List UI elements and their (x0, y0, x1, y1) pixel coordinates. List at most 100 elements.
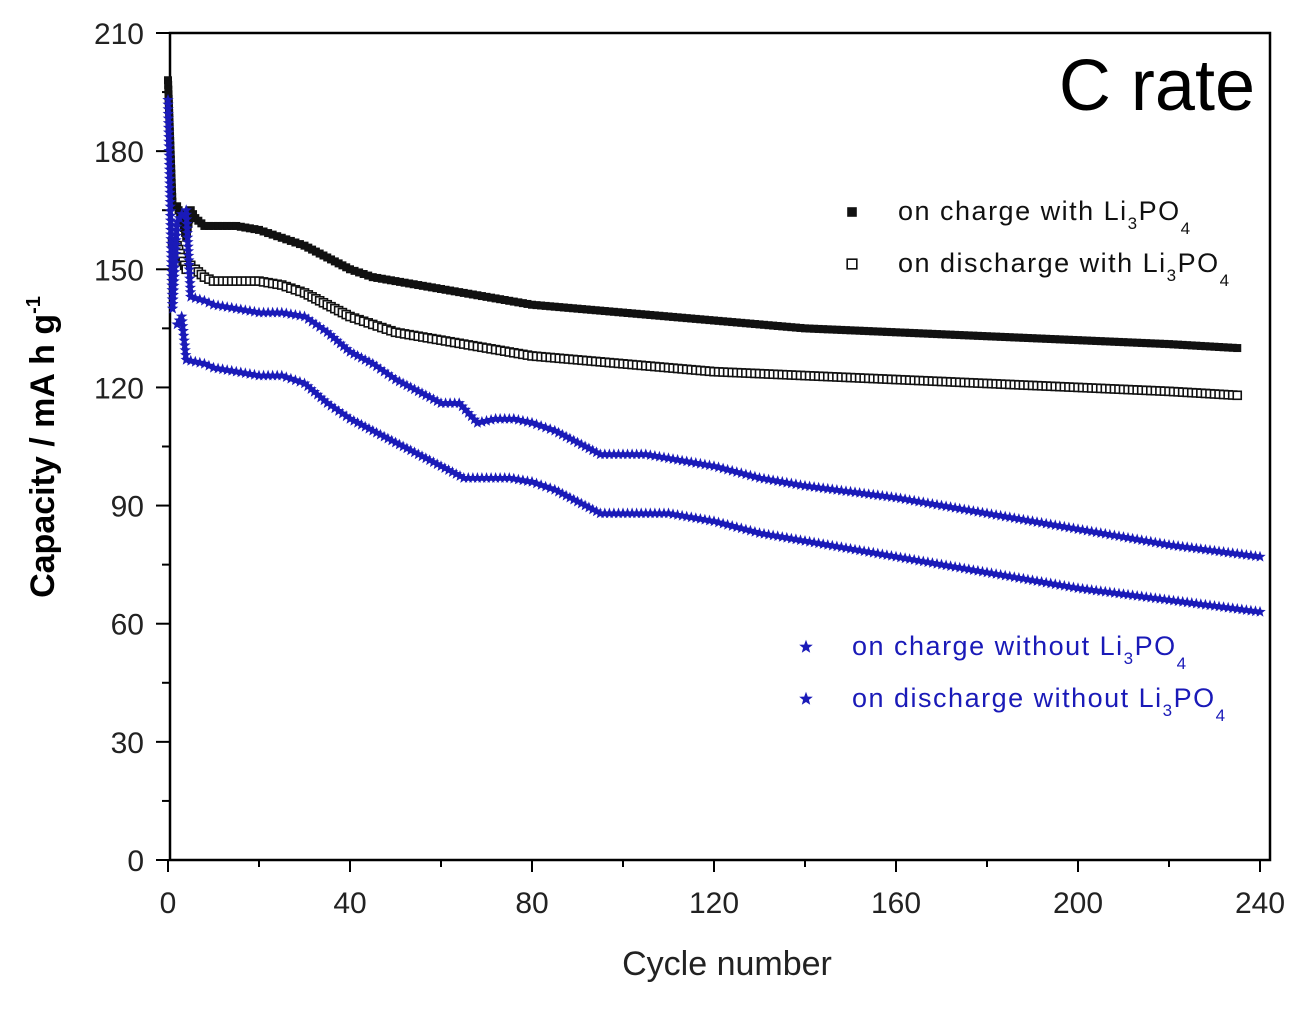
data-point (170, 243, 182, 255)
data-point (571, 495, 584, 507)
data-point (397, 440, 409, 452)
data-point (355, 351, 368, 363)
data-point (427, 393, 440, 405)
data-point (659, 312, 668, 321)
data-point (658, 507, 670, 519)
data-point (459, 288, 468, 297)
legend-label: on charge without Li3PO4 (852, 631, 1188, 673)
data-point (832, 325, 841, 334)
data-point (664, 312, 673, 321)
data-point (691, 314, 700, 323)
data-point (860, 326, 869, 335)
data-point (583, 442, 595, 454)
data-point (496, 295, 505, 304)
data-point (514, 298, 523, 307)
data-point (609, 307, 618, 316)
data-point (308, 385, 320, 397)
data-point (612, 448, 625, 460)
data-point (494, 412, 506, 424)
data-point (344, 346, 356, 357)
data-point (396, 277, 405, 286)
data-point (1060, 335, 1069, 344)
data-point (755, 320, 764, 329)
data-point (459, 403, 471, 415)
data-point (723, 317, 732, 326)
data-point (465, 410, 477, 422)
data-point (363, 422, 375, 434)
data-point (368, 273, 377, 282)
data-point (1119, 338, 1128, 347)
data-point (630, 448, 643, 460)
data-point (439, 462, 451, 473)
data-point (559, 303, 568, 312)
data-point (587, 444, 599, 456)
data-point (791, 323, 800, 332)
data-point (253, 369, 265, 381)
legend-marker (846, 258, 858, 270)
data-point (168, 266, 181, 277)
legend-label: on charge with Li3PO4 (898, 196, 1192, 238)
data-point (291, 238, 300, 247)
data-point (414, 281, 423, 290)
data-point (325, 399, 337, 411)
data-point (446, 286, 455, 295)
data-point (969, 331, 978, 340)
data-point (439, 397, 452, 408)
data-point (1205, 342, 1214, 351)
data-point (355, 418, 368, 430)
data-point (626, 507, 638, 519)
series-3 (162, 93, 1266, 562)
data-point (441, 285, 450, 294)
data-point (1187, 341, 1196, 350)
data-point (787, 323, 796, 332)
data-point (350, 266, 359, 275)
x-tick-label: 240 (1235, 887, 1285, 920)
data-point (646, 310, 655, 319)
data-point (423, 282, 432, 291)
data-point (578, 305, 587, 314)
data-point (167, 284, 180, 296)
data-point (448, 397, 461, 408)
data-point (177, 320, 189, 331)
data-point (389, 436, 402, 448)
data-point (218, 221, 227, 230)
data-point (942, 330, 951, 339)
data-point (773, 321, 782, 330)
data-point (412, 448, 424, 460)
data-point (1064, 335, 1073, 344)
data-point (386, 434, 398, 446)
data-point (635, 507, 647, 519)
data-point (294, 375, 306, 387)
y-axis-label-sup: -1 (23, 296, 45, 314)
data-point (271, 369, 283, 381)
data-point (1069, 335, 1078, 344)
data-point (579, 499, 591, 511)
data-point (455, 288, 464, 297)
data-point (528, 300, 536, 309)
data-point (168, 270, 180, 282)
data-point (678, 313, 687, 322)
data-point (760, 320, 769, 329)
data-point (280, 371, 292, 382)
data-point (364, 271, 373, 280)
data-point (209, 221, 218, 230)
data-point (1124, 338, 1133, 347)
data-point (928, 329, 937, 338)
legend-label-part: 4 (1177, 654, 1188, 673)
data-point (476, 472, 488, 483)
data-point (266, 369, 279, 381)
data-point (169, 252, 181, 264)
data-point (485, 472, 497, 483)
data-point (1083, 336, 1092, 345)
data-point (311, 388, 324, 400)
data-point (599, 507, 611, 519)
chart-title: C rate (1059, 46, 1255, 126)
data-point (273, 232, 282, 241)
data-point (549, 424, 561, 436)
data-point (389, 373, 402, 385)
data-point (603, 507, 616, 519)
data-point (769, 321, 778, 330)
data-point (223, 221, 232, 230)
data-point (1078, 336, 1087, 345)
legend-label-part: 3 (1124, 649, 1135, 668)
